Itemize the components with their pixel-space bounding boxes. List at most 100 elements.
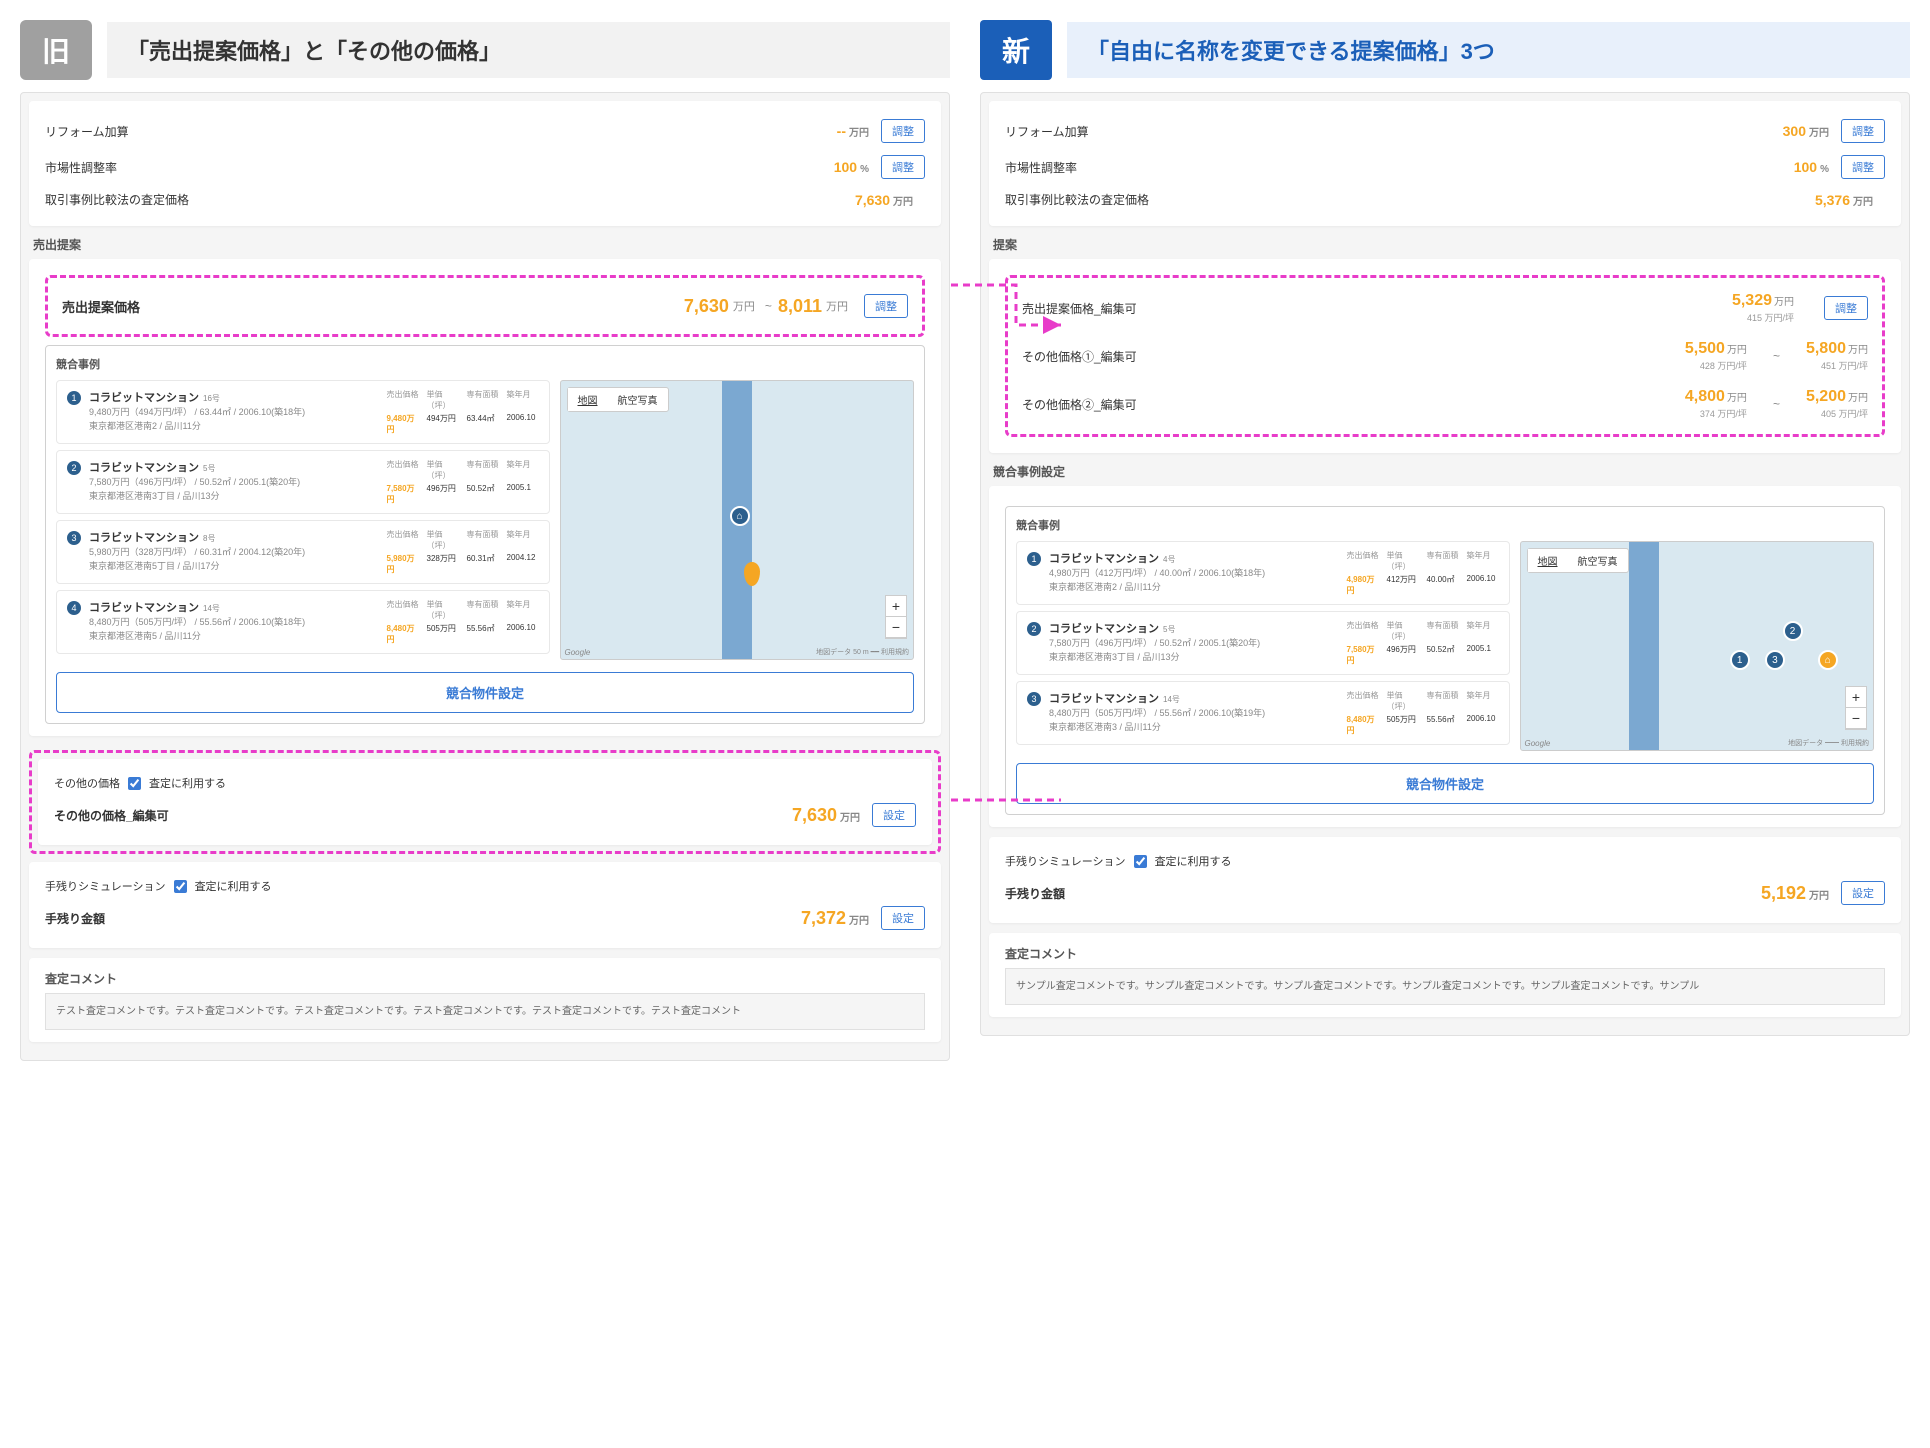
comp-item[interactable]: 3 コラビットマンション8号 5,980万円（328万円/坪） / 60.31㎡… [56,520,550,584]
market-adjust-button[interactable]: 調整 [881,155,925,179]
price-high: 5,800万円 451 万円/坪 [1806,340,1868,372]
comp-name: コラビットマンション [89,532,199,544]
map-marker-home-icon[interactable]: ⌂ [1818,650,1838,670]
other-use-checkbox[interactable] [128,777,141,790]
reform-label: リフォーム加算 [45,123,837,140]
map-credit: 地図データ ━━ 利用規約 [1788,738,1869,748]
highlight-old-price: 売出提案価格 7,630 万円 ~ 8,011 万円 調整 [45,275,925,337]
reform-adjust-button[interactable]: 調整 [1841,119,1885,143]
comp-section-label: 競合事例設定 [993,463,1897,480]
comp-name: コラビットマンション [89,392,199,404]
sim-use-checkbox[interactable] [174,880,187,893]
map-marker-icon[interactable]: ⌂ [730,506,750,526]
comp-settings-button[interactable]: 競合物件設定 [56,672,914,713]
comp-address: 東京都港区港南5 / 品川11分 [89,631,379,643]
comp-list-new: 1 コラビットマンション4号 4,980万円（412万円/坪） / 40.00㎡… [1016,541,1510,751]
market-label: 市場性調整率 [45,159,834,176]
other-price-settings-button[interactable]: 設定 [872,803,916,827]
sim-checkbox-label: 査定に利用する [1155,853,1232,869]
comp-detail: 4,980万円（412万円/坪） / 40.00㎡ / 2006.10(築18年… [1049,568,1339,580]
zoom-in-button[interactable]: + [1846,687,1866,708]
price-low: 4,800万円 374 万円/坪 [1685,388,1747,420]
sim-settings-button[interactable]: 設定 [881,906,925,930]
comp-title: 競合事例 [1016,517,1874,533]
sim-use-checkbox[interactable] [1134,855,1147,868]
price-low: 5,500万円 428 万円/坪 [1685,340,1747,372]
comp-item[interactable]: 4 コラビットマンション14号 8,480万円（505万円/坪） / 55.56… [56,590,550,654]
zoom-in-button[interactable]: + [886,596,906,617]
comp-address: 東京都港区港南5丁目 / 品川17分 [89,561,379,573]
sim-label: 手残り金額 [1005,885,1761,902]
map-toggle[interactable]: 地図 航空写真 [1527,548,1629,573]
map-zoom[interactable]: + − [885,595,907,639]
map-old[interactable]: 地図 航空写真 ⌂ + − Google 地図データ 50 m ━━ 利用規約 [560,380,915,660]
market-adjust-button[interactable]: 調整 [1841,155,1885,179]
sim-value: 7,372万円 [801,908,869,929]
market-label: 市場性調整率 [1005,159,1794,176]
comp-item[interactable]: 3 コラビットマンション14号 8,480万円（505万円/坪） / 55.56… [1016,681,1510,745]
price-row: その他価格①_編集可 5,500万円 428 万円/坪 ~ 5,800万円 45… [1014,332,1876,380]
map-new[interactable]: 地図 航空写真 2 1 3 ⌂ + − Google [1520,541,1875,751]
comp-item[interactable]: 2 コラビットマンション5号 7,580万円（496万円/坪） / 50.52㎡… [56,450,550,514]
map-credit: 地図データ 50 m ━━ 利用規約 [816,647,909,657]
comp-item[interactable]: 2 コラビットマンション5号 7,580万円（496万円/坪） / 50.52㎡… [1016,611,1510,675]
google-logo: Google [565,648,591,657]
proposal-price-low: 7,630 [684,296,729,317]
price-high: 5,329万円 415 万円/坪 [1732,292,1794,324]
comp-address: 東京都港区港南3丁目 / 品川13分 [1049,652,1339,664]
price-row: 売出提案価格_編集可 5,329万円 415 万円/坪 調整 [1014,284,1876,332]
map-tab[interactable]: 地図 [568,388,608,411]
badge-old: 旧 [20,20,92,80]
price-row: その他価格②_編集可 4,800万円 374 万円/坪 ~ 5,200万円 40… [1014,380,1876,428]
price-adjust-button[interactable]: 調整 [1824,296,1868,320]
map-zoom[interactable]: + − [1845,686,1867,730]
map-tab[interactable]: 地図 [1528,549,1568,572]
zoom-out-button[interactable]: − [886,617,906,638]
map-marker-2[interactable]: 2 [1783,621,1803,641]
reform-value: 300万円 [1783,123,1829,139]
map-marker-3[interactable]: 3 [1765,650,1785,670]
map-pin-icon[interactable] [744,562,760,586]
comp-number-badge: 4 [67,601,81,615]
sim-checkbox-label: 査定に利用する [195,878,272,894]
other-price-label: その他の価格_編集可 [54,807,792,824]
satellite-tab[interactable]: 航空写真 [608,388,668,411]
other-checkbox-label: 査定に利用する [149,775,226,791]
comp-settings-button[interactable]: 競合物件設定 [1016,763,1874,804]
sim-settings-button[interactable]: 設定 [1841,881,1885,905]
map-marker-1[interactable]: 1 [1730,650,1750,670]
reform-adjust-button[interactable]: 調整 [881,119,925,143]
price-label: その他価格①_編集可 [1022,348,1665,365]
market-value: 100% [1794,159,1829,175]
satellite-tab[interactable]: 航空写真 [1568,549,1628,572]
zoom-out-button[interactable]: − [1846,708,1866,729]
comp-number-badge: 1 [67,391,81,405]
sim-label: 手残り金額 [45,910,801,927]
price-label: その他価格②_編集可 [1022,396,1665,413]
comp-name: コラビットマンション [89,602,199,614]
comp-title: 競合事例 [56,356,914,372]
comp-detail: 9,480万円（494万円/坪） / 63.44㎡ / 2006.10(築18年… [89,407,379,419]
assess-value: 5,376万円 [1815,192,1873,208]
comment-text: テスト査定コメントです。テスト査定コメントです。テスト査定コメントです。テスト査… [45,993,925,1030]
comp-detail: 7,580万円（496万円/坪） / 50.52㎡ / 2005.1(築20年) [1049,638,1339,650]
comp-number-badge: 1 [1027,552,1041,566]
map-toggle[interactable]: 地図 航空写真 [567,387,669,412]
comp-address: 東京都港区港南2 / 品川11分 [1049,582,1339,594]
title-old: 「売出提案価格」と「その他の価格」 [107,22,950,78]
assess-label: 取引事例比較法の査定価格 [1005,191,1815,208]
proposal-price-label: 売出提案価格 [62,297,684,316]
proposal-adjust-button[interactable]: 調整 [864,294,908,318]
comp-item[interactable]: 1 コラビットマンション4号 4,980万円（412万円/坪） / 40.00㎡… [1016,541,1510,605]
comp-list-old: 1 コラビットマンション16号 9,480万円（494万円/坪） / 63.44… [56,380,550,660]
comp-number-badge: 2 [67,461,81,475]
assess-label: 取引事例比較法の査定価格 [45,191,855,208]
comp-item[interactable]: 1 コラビットマンション16号 9,480万円（494万円/坪） / 63.44… [56,380,550,444]
market-value: 100% [834,159,869,175]
comp-name: コラビットマンション [1049,693,1159,705]
other-price-value: 7,630万円 [792,805,860,826]
price-high: 5,200万円 405 万円/坪 [1806,388,1868,420]
price-label: 売出提案価格_編集可 [1022,300,1712,317]
reform-label: リフォーム加算 [1005,123,1783,140]
new-column: 新 「自由に名称を変更できる提案価格」3つ リフォーム加算 300万円 調整 市… [980,20,1910,1061]
